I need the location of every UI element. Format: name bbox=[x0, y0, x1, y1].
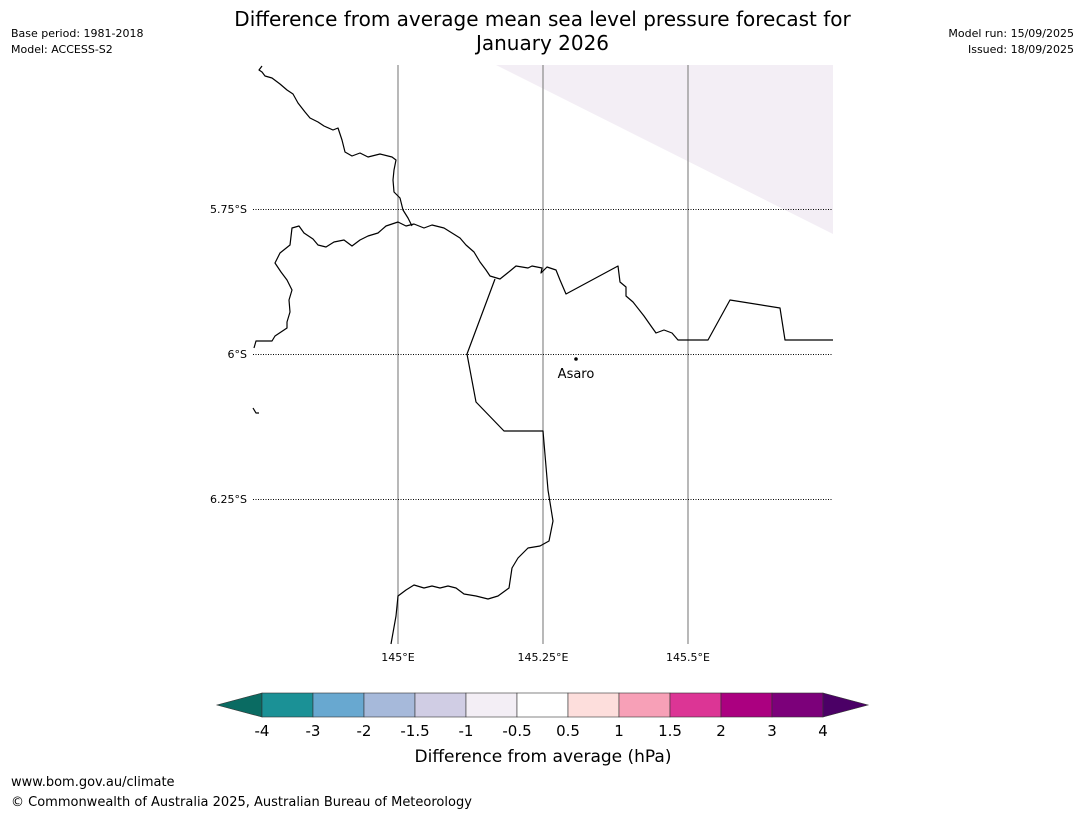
title-line-2: January 2026 bbox=[475, 31, 610, 55]
legend-tick-label: -1 bbox=[459, 722, 474, 740]
chart-title: Difference from average mean sea level p… bbox=[200, 7, 885, 55]
place-label: Asaro bbox=[558, 367, 595, 382]
legend-title: Difference from average (hPa) bbox=[415, 747, 672, 767]
asaro-marker bbox=[574, 357, 578, 361]
legend-color-segment bbox=[312, 692, 365, 718]
model-text: Model: ACCESS-S2 bbox=[11, 43, 113, 56]
legend-tick-label: 4 bbox=[818, 722, 828, 740]
model-run-text: Model run: 15/09/2025 bbox=[948, 27, 1074, 40]
legend-extend-high bbox=[822, 692, 870, 718]
legend-tick-label: -0.5 bbox=[502, 722, 531, 740]
lon-label: 145.25°E bbox=[518, 651, 569, 664]
legend-tick-label: -2 bbox=[357, 722, 372, 740]
lat-label: 5.75°S bbox=[210, 203, 247, 216]
legend-tick-label: 3 bbox=[767, 722, 777, 740]
header-right-meta: Model run: 15/09/2025 Issued: 18/09/2025 bbox=[948, 26, 1074, 58]
legend-color-segment bbox=[567, 692, 620, 718]
legend-tick-label: 0.5 bbox=[556, 722, 580, 740]
legend-color-segment bbox=[363, 692, 416, 718]
legend-tick-label: 2 bbox=[716, 722, 726, 740]
legend-color-segment bbox=[771, 692, 824, 718]
legend-extend-low bbox=[215, 692, 263, 718]
boundary-fragment bbox=[252, 407, 259, 414]
pressure-anomaly-shading bbox=[496, 65, 833, 234]
boundary-line-north bbox=[258, 65, 413, 227]
legend-tick-labels: -4 -3 -2 -1.5 -1 -0.5 0.5 1 1.5 2 3 4 bbox=[255, 722, 828, 740]
legend-tick-label: -3 bbox=[306, 722, 321, 740]
header-left-meta: Base period: 1981-2018 Model: ACCESS-S2 bbox=[11, 26, 143, 58]
legend-color-segment bbox=[261, 692, 314, 718]
lon-label: 145°E bbox=[381, 651, 414, 664]
issued-text: Issued: 18/09/2025 bbox=[967, 43, 1074, 56]
legend-tick-label: -1.5 bbox=[400, 722, 429, 740]
lat-label: 6.25°S bbox=[210, 493, 247, 506]
legend-tick-label: -4 bbox=[255, 722, 270, 740]
footer: www.bom.gov.au/climate © Commonwealth of… bbox=[11, 773, 472, 813]
lat-label: 6°S bbox=[228, 348, 247, 361]
legend-color-segment bbox=[618, 692, 671, 718]
base-period-text: Base period: 1981-2018 bbox=[11, 27, 144, 40]
legend-tick-label: 1.5 bbox=[658, 722, 682, 740]
legend-color-segment bbox=[516, 692, 569, 718]
legend-color-segment bbox=[414, 692, 467, 718]
legend-tick-label: 1 bbox=[614, 722, 624, 740]
title-line-1: Difference from average mean sea level p… bbox=[234, 7, 851, 31]
website-link[interactable]: www.bom.gov.au/climate bbox=[11, 775, 175, 790]
legend-color-segment bbox=[465, 692, 518, 718]
copyright-text: © Commonwealth of Australia 2025, Austra… bbox=[11, 795, 472, 810]
lon-label: 145.5°E bbox=[666, 651, 710, 664]
boundary-line-central bbox=[253, 221, 833, 349]
legend-colorbar bbox=[215, 692, 870, 718]
legend-color-segment bbox=[669, 692, 722, 718]
boundary-line-south bbox=[390, 278, 554, 645]
legend-color-segment bbox=[720, 692, 773, 718]
